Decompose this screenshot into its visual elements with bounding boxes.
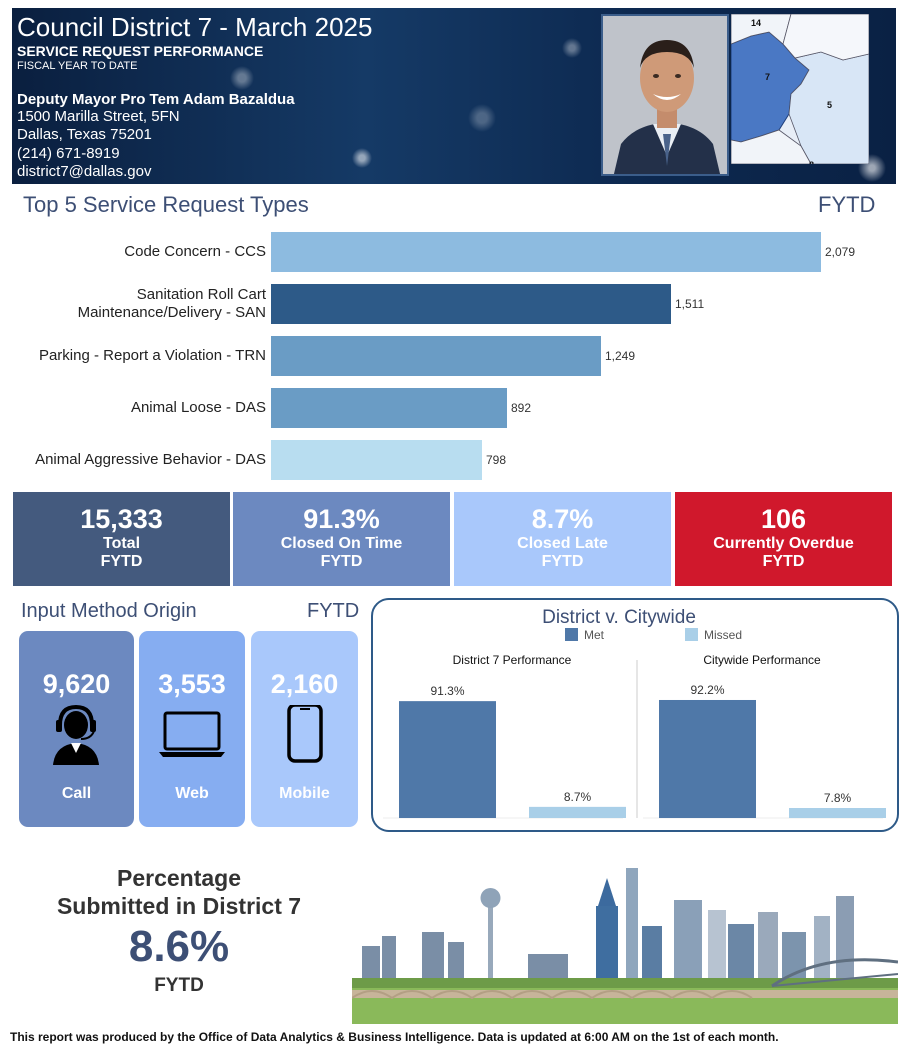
method-web-value: 3,553 xyxy=(158,669,226,699)
kpi-closed-late-value: 8.7% xyxy=(531,504,594,534)
kpi-total-period: FYTD xyxy=(100,553,143,570)
report-period: FISCAL YEAR TO DATE xyxy=(17,60,138,72)
method-web-label: Web xyxy=(175,785,209,802)
top5-label-line: Animal Loose - DAS xyxy=(130,399,266,416)
dvc-panel-title: Citywide Performance xyxy=(703,653,821,667)
district-vs-citywide-panel: District v. Citywide Met Missed District… xyxy=(371,598,899,832)
top5-bar xyxy=(271,336,601,376)
legend-missed-swatch xyxy=(685,628,698,641)
top5-bar xyxy=(271,440,482,480)
kpi-currently-overdue-period: FYTD xyxy=(762,553,805,570)
phone-number: (214) 671-8919 xyxy=(17,145,120,162)
dvc-bar-met xyxy=(399,701,496,818)
top5-category-label: Animal Loose - DAS xyxy=(10,399,266,417)
top5-category-label: Animal Aggressive Behavior - DAS xyxy=(10,451,266,469)
method-card-web: 3,553 Web xyxy=(139,631,245,827)
top5-bar xyxy=(271,284,671,324)
legend-met-label: Met xyxy=(584,628,605,642)
kpi-closed-on-time-period: FYTD xyxy=(320,553,363,570)
kpi-closed-late-period: FYTD xyxy=(541,553,584,570)
kpi-closed-on-time: 91.3% Closed On Time FYTD xyxy=(233,492,450,586)
top5-category-label: Code Concern - CCS xyxy=(10,243,266,261)
dvc-bar-met xyxy=(659,699,756,818)
legend-missed-label: Missed xyxy=(704,628,742,642)
top5-period: FYTD xyxy=(818,192,876,217)
top5-label-line: Maintenance/Delivery - SAN xyxy=(77,304,266,321)
top5-bar-value: 1,511 xyxy=(675,297,705,311)
kpi-closed-on-time-value: 91.3% xyxy=(303,504,380,534)
council-member-name: Deputy Mayor Pro Tem Adam Bazaldua xyxy=(17,91,295,108)
dallas-skyline-image xyxy=(352,866,898,1024)
percentage-value: 8.6% xyxy=(128,922,230,971)
dvc-bar-value-label: 92.2% xyxy=(690,683,724,697)
district-map: 14 7 5 8 xyxy=(731,14,869,164)
percentage-title-line1: Percentage xyxy=(116,865,241,891)
legend-met-swatch xyxy=(565,628,578,641)
report-header: Council District 7 - March 2025 SERVICE … xyxy=(12,8,896,184)
council-member-photo xyxy=(601,14,729,176)
report-footer: This report was produced by the Office o… xyxy=(10,1030,779,1044)
method-card-call: 9,620 Call xyxy=(19,631,134,827)
method-call-value: 9,620 xyxy=(42,669,111,699)
kpi-closed-on-time-label: Closed On Time xyxy=(280,535,403,552)
dvc-title: District v. Citywide xyxy=(542,607,696,628)
top5-label-line: Parking - Report a Violation - TRN xyxy=(38,347,266,364)
map-label-5: 5 xyxy=(827,100,832,110)
report-subtitle: SERVICE REQUEST PERFORMANCE xyxy=(17,43,264,59)
method-call-label: Call xyxy=(61,785,92,802)
top5-title: Top 5 Service Request Types xyxy=(23,192,309,217)
map-label-14: 14 xyxy=(751,18,761,28)
email-address[interactable]: district7@dallas.gov xyxy=(17,163,152,180)
top5-bar xyxy=(271,388,507,428)
input-method-period: FYTD xyxy=(307,600,360,622)
dvc-bar-missed xyxy=(789,808,886,818)
percentage-submitted-block: Percentage Submitted in District 7 8.6% … xyxy=(20,864,338,998)
mobile-phone-icon xyxy=(251,703,358,765)
percentage-period: FYTD xyxy=(154,975,204,996)
headset-person-icon xyxy=(19,704,134,765)
top5-bar-value: 798 xyxy=(486,453,507,467)
dvc-bar-value-label: 7.8% xyxy=(824,791,852,805)
top5-label-line: Code Concern - CCS xyxy=(124,243,266,260)
kpi-total: 15,333 Total FYTD xyxy=(13,492,230,586)
method-mobile-label: Mobile xyxy=(279,785,330,802)
kpi-currently-overdue-value: 106 xyxy=(760,504,807,534)
top5-label-line: Animal Aggressive Behavior - DAS xyxy=(35,451,266,468)
kpi-total-value: 15,333 xyxy=(80,504,163,534)
top5-bar-value: 2,079 xyxy=(825,245,856,259)
top5-bar-value: 1,249 xyxy=(605,349,636,363)
top5-category-label: Parking - Report a Violation - TRN xyxy=(10,347,266,365)
dvc-bar-missed xyxy=(529,806,626,818)
input-method-title: Input Method Origin xyxy=(21,600,197,622)
method-mobile-value: 2,160 xyxy=(270,669,339,699)
dvc-panel-title: District 7 Performance xyxy=(453,653,572,667)
percentage-title-line2: Submitted in District 7 xyxy=(56,893,302,919)
top5-bar xyxy=(271,232,821,272)
dvc-bar-value-label: 8.7% xyxy=(564,790,592,804)
map-label-8: 8 xyxy=(809,160,814,164)
top5-category-label: Sanitation Roll Cart Maintenance/Delivery… xyxy=(10,286,266,322)
top5-bar-value: 892 xyxy=(511,401,532,415)
kpi-total-label: Total xyxy=(102,535,141,552)
report-title: Council District 7 - March 2025 xyxy=(17,12,373,42)
method-card-mobile: 2,160 Mobile xyxy=(251,631,358,827)
address-line-1: 1500 Marilla Street, 5FN xyxy=(17,108,180,125)
top5-label-line: Sanitation Roll Cart xyxy=(136,286,266,303)
dvc-bar-value-label: 91.3% xyxy=(430,684,464,698)
kpi-currently-overdue-label: Currently Overdue xyxy=(713,535,854,552)
district-vs-citywide-chart: District v. Citywide Met Missed District… xyxy=(383,607,886,819)
kpi-closed-late-label: Closed Late xyxy=(517,535,608,552)
kpi-currently-overdue: 106 Currently Overdue FYTD xyxy=(675,492,892,586)
address-line-2: Dallas, Texas 75201 xyxy=(17,126,152,143)
kpi-closed-late: 8.7% Closed Late FYTD xyxy=(454,492,671,586)
laptop-icon xyxy=(139,705,245,765)
map-label-7: 7 xyxy=(765,72,770,82)
